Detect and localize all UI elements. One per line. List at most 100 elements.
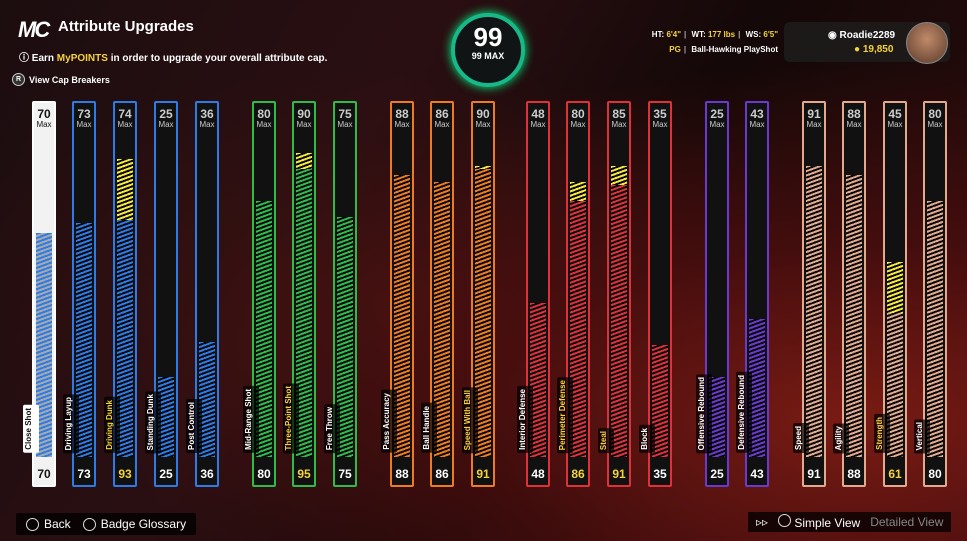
attribute-label: Block <box>639 425 655 453</box>
attribute-bar[interactable]: 88 Max 88 Agility <box>833 101 866 487</box>
attribute-max: 91 <box>807 107 821 121</box>
max-label: Max <box>806 120 822 129</box>
attribute-bar[interactable]: 25 Max 25 Offensive Rebound <box>696 101 729 487</box>
attribute-current: 25 <box>710 467 724 481</box>
attribute-bar[interactable]: 43 Max 43 Defensive Rebound <box>736 101 769 487</box>
badge-glossary-button[interactable]: Badge Glossary <box>82 517 186 531</box>
attribute-label: Vertical <box>914 418 930 453</box>
attribute-bar[interactable]: 80 Max 86 Perimeter Defense <box>557 101 590 487</box>
attribute-label: Speed <box>793 422 809 453</box>
back-button[interactable]: Back <box>26 517 71 531</box>
attribute-label: Interior Defense <box>517 386 533 453</box>
attribute-bar[interactable]: 25 Max 25 Standing Dunk <box>145 101 178 487</box>
cap-upgrade-fill <box>296 153 312 169</box>
attribute-max: 80 <box>571 107 585 121</box>
attribute-bar[interactable]: 85 Max 91 Steal <box>598 101 631 487</box>
player-playshot: Ball-Hawking PlayShot <box>691 45 778 54</box>
attribute-bar[interactable]: 91 Max 91 Speed <box>793 101 826 487</box>
attribute-label: Ball Handle <box>421 403 437 453</box>
attribute-fill <box>806 165 822 457</box>
attribute-fill <box>296 169 312 457</box>
max-label: Max <box>199 120 215 129</box>
attribute-current: 61 <box>888 467 902 481</box>
attribute-max: 25 <box>710 107 724 121</box>
attribute-label: Perimeter Defense <box>557 376 573 453</box>
attribute-bar[interactable]: 74 Max 93 Driving Dunk <box>104 101 137 487</box>
attribute-label: Free Throw <box>324 403 340 453</box>
attribute-current: 43 <box>750 467 764 481</box>
attribute-current: 48 <box>531 467 545 481</box>
max-label: Max <box>611 120 627 129</box>
attribute-fill <box>434 181 450 457</box>
top-bar: MC Attribute Upgrades ⓘ Earn MyPOINTS in… <box>0 0 967 95</box>
page-title: Attribute Upgrades <box>58 18 194 35</box>
attribute-bar[interactable]: 45 Max 61 Strength <box>874 101 907 487</box>
attribute-max: 75 <box>338 107 352 121</box>
attribute-bar[interactable]: 80 Max 80 Vertical <box>914 101 947 487</box>
attribute-fill <box>570 201 586 457</box>
attribute-max: 90 <box>476 107 490 121</box>
overall-rating: 99 99 MAX <box>451 13 525 87</box>
username: ◉ Roadie2289 <box>828 30 896 41</box>
triangle-button-icon <box>778 514 792 527</box>
simple-view-toggle[interactable]: Simple View <box>778 514 860 530</box>
attribute-max: 48 <box>531 107 545 121</box>
attribute-fill <box>927 201 943 457</box>
attribute-bar[interactable]: 86 Max 86 Ball Handle <box>421 101 454 487</box>
attribute-bar[interactable]: 48 Max 48 Interior Defense <box>517 101 550 487</box>
attribute-max: 85 <box>612 107 626 121</box>
attribute-bar[interactable]: 73 Max 73 Driving Layup <box>63 101 96 487</box>
attribute-fill <box>611 185 627 457</box>
attribute-bar[interactable]: 75 Max 75 Free Throw <box>324 101 357 487</box>
max-label: Max <box>846 120 862 129</box>
attribute-max: 80 <box>257 107 271 121</box>
attribute-bar[interactable]: 90 Max 95 Three-Point Shot <box>283 101 316 487</box>
max-label: Max <box>570 120 586 129</box>
overall-value: 99 <box>473 22 503 52</box>
attribute-bar[interactable]: 80 Max 80 Mid-Range Shot <box>243 101 276 487</box>
attribute-max: 74 <box>118 107 132 121</box>
attribute-current: 88 <box>395 467 409 481</box>
attribute-current: 91 <box>476 467 490 481</box>
earn-message: ⓘ Earn MyPOINTS in order to upgrade your… <box>19 53 328 64</box>
mc-logo: MC <box>18 17 50 42</box>
cap-upgrade-fill <box>611 165 627 185</box>
detailed-view-toggle[interactable]: Detailed View <box>870 515 944 529</box>
attribute-current: 75 <box>338 467 352 481</box>
attribute-current: 93 <box>118 467 132 481</box>
attribute-label: Offensive Rebound <box>696 373 712 453</box>
attribute-label: Close Shot <box>23 405 39 453</box>
cap-upgrade-fill <box>117 159 133 221</box>
view-cap-breakers-button[interactable]: R View Cap Breakers <box>12 73 110 86</box>
attribute-max: 90 <box>297 107 311 121</box>
attribute-fill <box>709 377 725 457</box>
attribute-bar[interactable]: 88 Max 88 Pass Accuracy <box>381 101 414 487</box>
attribute-label: Mid-Range Shot <box>243 386 259 453</box>
attribute-current: 80 <box>257 467 271 481</box>
attribute-label: Pass Accuracy <box>381 390 397 453</box>
attribute-max: 43 <box>750 107 764 121</box>
attribute-current: 95 <box>297 467 311 481</box>
attribute-bar[interactable]: 90 Max 91 Speed With Ball <box>462 101 495 487</box>
square-button-icon <box>82 517 96 531</box>
attribute-max: 73 <box>77 107 91 121</box>
attribute-fill <box>117 220 133 457</box>
attribute-current: 36 <box>200 467 214 481</box>
attribute-bar[interactable]: 70 Max 70 Close Shot <box>23 101 56 487</box>
attribute-fill <box>199 341 215 457</box>
max-label: Max <box>887 120 903 129</box>
attribute-fill <box>887 313 903 457</box>
attribute-label: Driving Dunk <box>104 397 120 453</box>
max-label: Max <box>296 120 312 129</box>
attribute-max: 88 <box>395 107 409 121</box>
attribute-max: 35 <box>653 107 667 121</box>
attribute-max: 36 <box>200 107 214 121</box>
attribute-current: 70 <box>37 467 51 481</box>
circle-button-icon <box>26 517 39 531</box>
attribute-bar[interactable]: 35 Max 35 Block <box>639 101 672 487</box>
footer-left: Back Badge Glossary <box>16 513 197 535</box>
footer-right: ▹▹ Simple View Detailed View <box>748 512 952 532</box>
max-label: Max <box>36 120 52 129</box>
attribute-fill <box>256 201 272 457</box>
attribute-bar[interactable]: 36 Max 36 Post Control <box>186 101 219 487</box>
